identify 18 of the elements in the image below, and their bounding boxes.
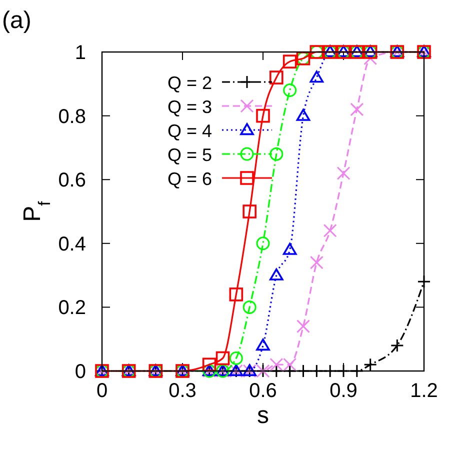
x-tick-label: 0.6 [249, 380, 277, 402]
legend-label: Q = 2 [167, 73, 212, 93]
legend-label: Q = 3 [167, 97, 212, 117]
y-tick-label: 1 [74, 42, 86, 64]
chart-title: (a) [2, 7, 32, 34]
x-tick-label: 0.9 [330, 380, 358, 402]
legend-label: Q = 6 [167, 169, 212, 189]
x-axis-title: s [257, 402, 269, 429]
x-tick-label: 1.2 [410, 380, 438, 402]
legend-label: Q = 5 [167, 145, 212, 165]
x-tick-label: 0 [96, 380, 108, 402]
y-tick-label: 0.2 [58, 297, 86, 320]
y-tick-label: 0.4 [58, 233, 86, 256]
y-tick-label: 0 [74, 361, 86, 383]
y-tick-label: 0.8 [58, 106, 86, 128]
y-tick-label: 0.6 [58, 170, 86, 192]
x-tick-label: 0.3 [168, 380, 196, 402]
legend-label: Q = 4 [167, 121, 212, 141]
